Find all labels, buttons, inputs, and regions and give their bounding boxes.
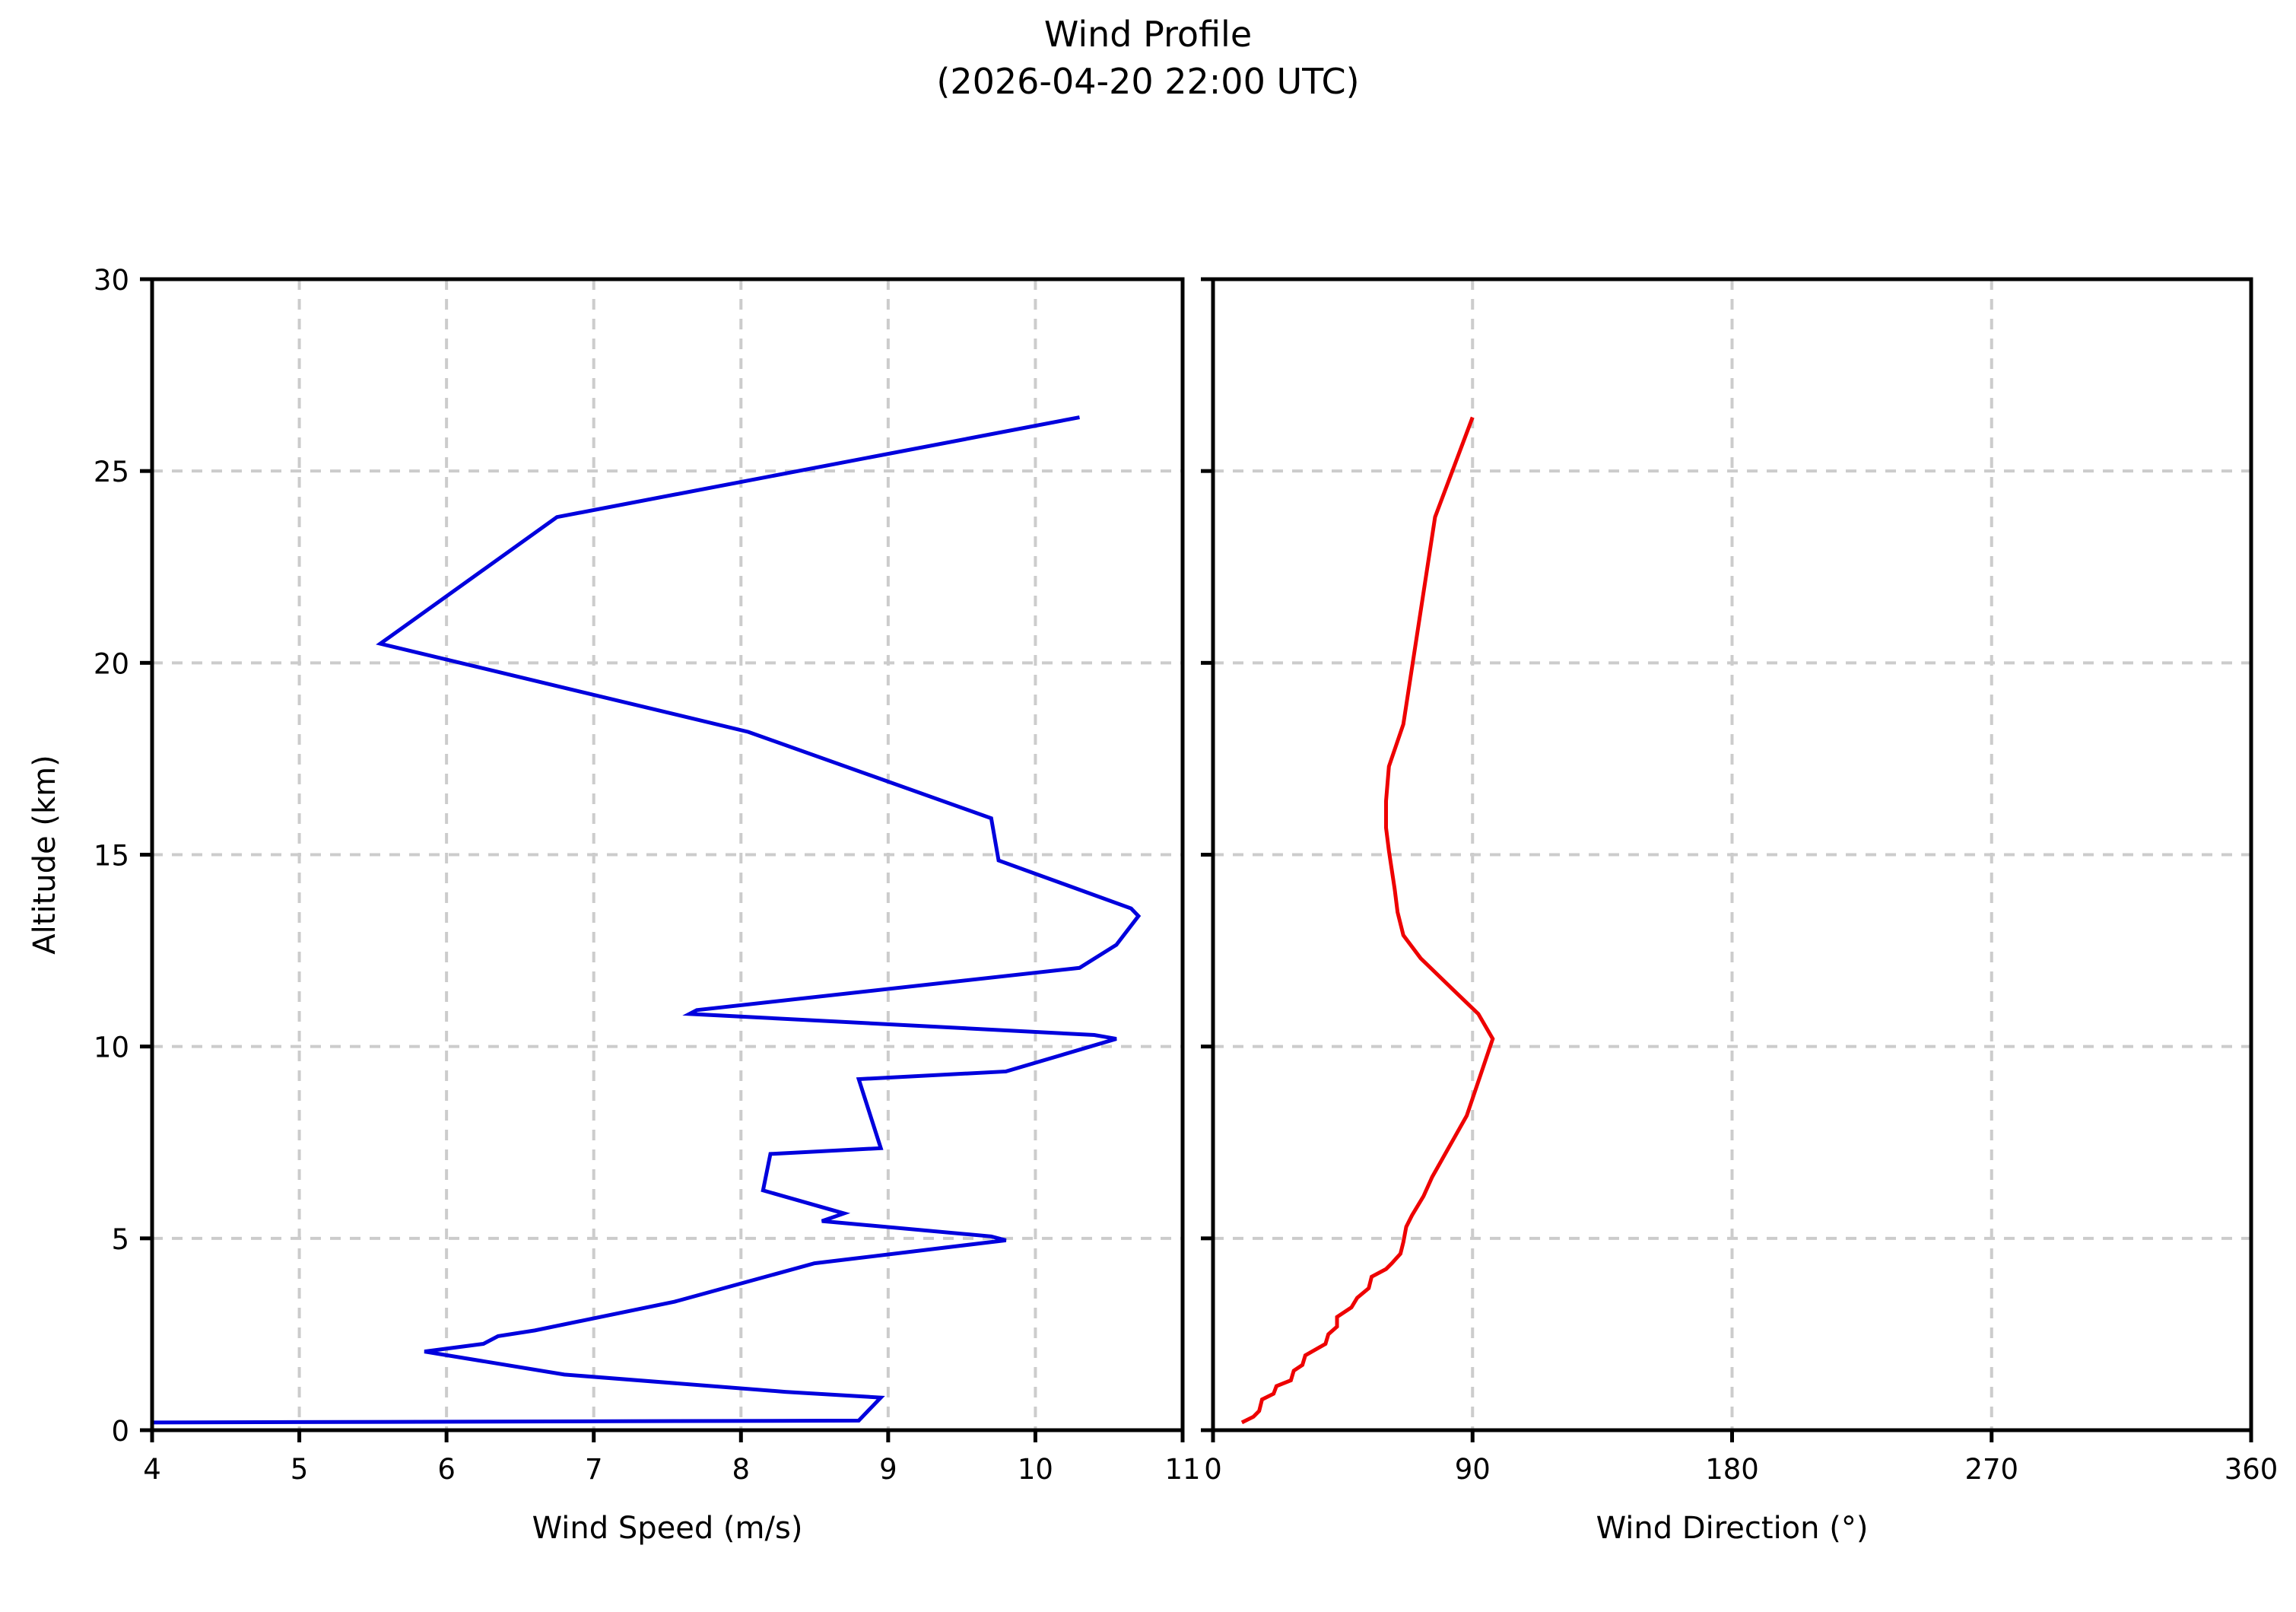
xtick-label-right: 360 (2225, 1453, 2279, 1486)
yaxis-label-left: Altitude (km) (27, 755, 62, 954)
xtick-label-left: 10 (1018, 1453, 1053, 1486)
ytick-label-left: 0 (111, 1415, 129, 1448)
xaxis-label-right: Wind Direction (°) (1596, 1511, 1869, 1546)
ytick-label-left: 5 (111, 1223, 129, 1256)
xtick-label-right: 90 (1455, 1453, 1491, 1486)
ytick-label-left: 20 (94, 647, 129, 680)
xtick-label-left: 7 (585, 1453, 603, 1486)
xtick-label-left: 8 (732, 1453, 751, 1486)
xtick-label-left: 9 (879, 1453, 897, 1486)
xtick-label-right: 180 (1705, 1453, 1759, 1486)
xtick-label-left: 5 (291, 1453, 309, 1486)
xtick-label-right: 0 (1204, 1453, 1222, 1486)
xtick-label-left: 4 (143, 1453, 161, 1486)
xaxis-label-left: Wind Speed (m/s) (532, 1511, 803, 1546)
ytick-label-left: 15 (94, 840, 129, 873)
ytick-label-left: 30 (94, 264, 129, 297)
xtick-label-left: 6 (437, 1453, 456, 1486)
xtick-label-left: 11 (1164, 1453, 1200, 1486)
series-line-left (151, 415, 1142, 1425)
ytick-label-left: 25 (94, 456, 129, 488)
ytick-label-left: 10 (94, 1032, 129, 1064)
figure-title: Wind Profile (2026-04-20 22:00 UTC) (936, 14, 1360, 102)
xtick-label-right: 270 (1964, 1453, 2018, 1486)
series-line-right (1240, 416, 1495, 1425)
